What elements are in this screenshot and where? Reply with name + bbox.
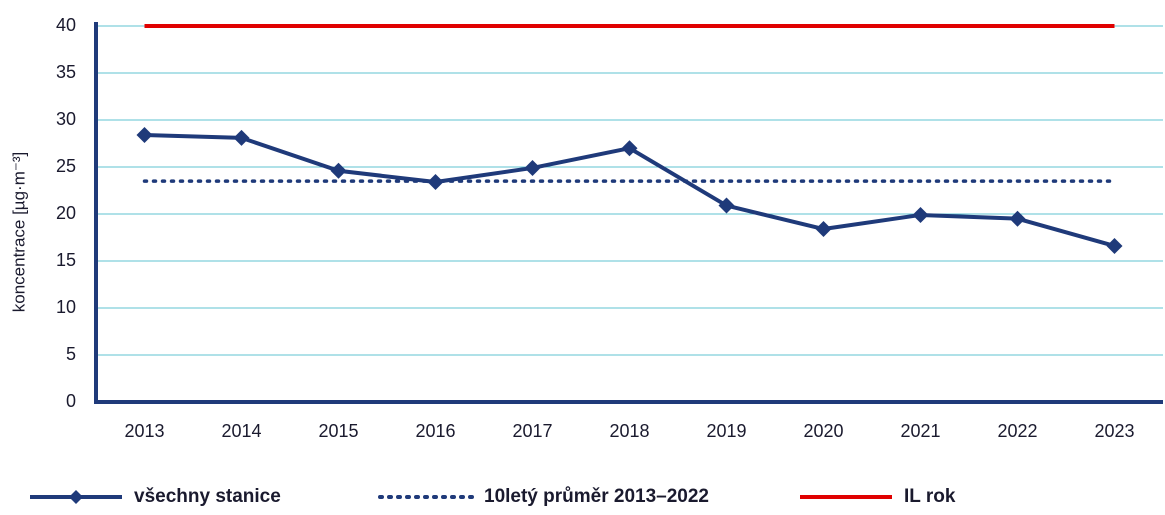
x-tick-label: 2021	[900, 421, 940, 441]
y-tick-label: 20	[56, 203, 76, 223]
x-tick-label: 2013	[124, 421, 164, 441]
x-tick-label: 2017	[512, 421, 552, 441]
point-marker	[1106, 237, 1123, 254]
legend-marker	[69, 490, 83, 504]
y-tick-label: 5	[66, 344, 76, 364]
x-tick-label: 2019	[706, 421, 746, 441]
y-axis-label: koncentrace [µg·m⁻³]	[9, 152, 28, 313]
y-tick-label: 15	[56, 250, 76, 270]
point-marker	[718, 197, 735, 214]
y-tick-label: 0	[66, 391, 76, 411]
point-marker	[621, 140, 638, 157]
x-tick-label: 2015	[318, 421, 358, 441]
point-marker	[1009, 210, 1026, 227]
point-marker	[330, 162, 347, 179]
y-tick-label: 30	[56, 109, 76, 129]
point-marker	[815, 221, 832, 238]
legend-label: IL rok	[904, 486, 956, 507]
x-tick-label: 2023	[1094, 421, 1134, 441]
y-tick-label: 40	[56, 15, 76, 35]
point-marker	[427, 174, 444, 191]
y-tick-label: 25	[56, 156, 76, 176]
legend-label: všechny stanice	[134, 486, 281, 507]
x-tick-label: 2016	[415, 421, 455, 441]
x-tick-label: 2022	[997, 421, 1037, 441]
point-marker	[233, 129, 250, 146]
x-tick-label: 2014	[221, 421, 261, 441]
x-tick-label: 2020	[803, 421, 843, 441]
point-marker	[524, 159, 541, 176]
point-marker	[136, 127, 153, 144]
y-tick-label: 35	[56, 62, 76, 82]
x-tick-label: 2018	[609, 421, 649, 441]
legend-label: 10letý průměr 2013–2022	[484, 486, 709, 507]
y-tick-label: 10	[56, 297, 76, 317]
point-marker	[912, 206, 929, 223]
